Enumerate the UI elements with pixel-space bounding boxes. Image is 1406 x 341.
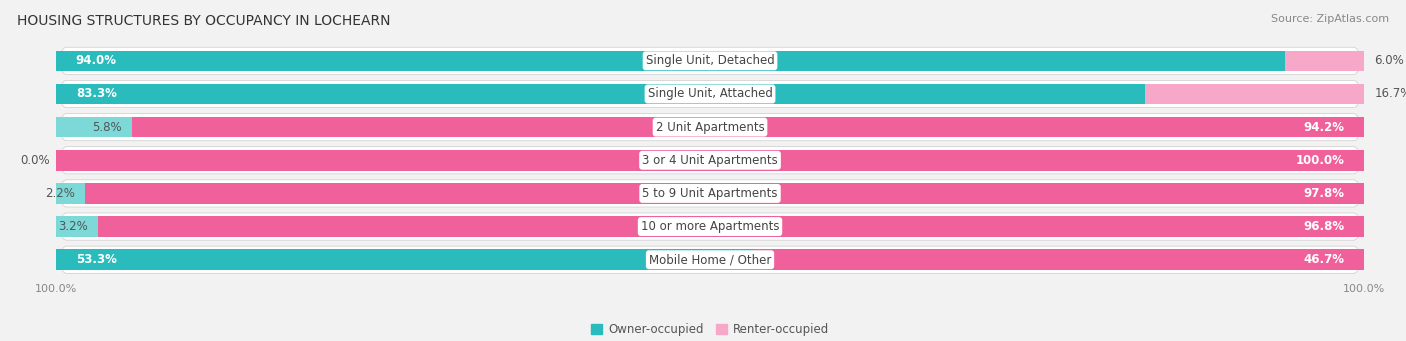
Text: 2 Unit Apartments: 2 Unit Apartments — [655, 121, 765, 134]
Text: Single Unit, Detached: Single Unit, Detached — [645, 54, 775, 67]
Text: 3.2%: 3.2% — [58, 220, 87, 233]
FancyBboxPatch shape — [60, 213, 1360, 240]
Text: 94.0%: 94.0% — [76, 54, 117, 67]
FancyBboxPatch shape — [60, 80, 1360, 107]
Text: 94.2%: 94.2% — [1303, 121, 1344, 134]
Text: 83.3%: 83.3% — [76, 87, 117, 101]
Text: Single Unit, Attached: Single Unit, Attached — [648, 87, 772, 101]
Text: Mobile Home / Other: Mobile Home / Other — [648, 253, 772, 266]
Text: HOUSING STRUCTURES BY OCCUPANCY IN LOCHEARN: HOUSING STRUCTURES BY OCCUPANCY IN LOCHE… — [17, 14, 391, 28]
Text: 5.8%: 5.8% — [91, 121, 122, 134]
Legend: Owner-occupied, Renter-occupied: Owner-occupied, Renter-occupied — [586, 318, 834, 341]
Bar — [56, 84, 1146, 104]
Text: 100.0%: 100.0% — [1295, 154, 1344, 167]
Bar — [132, 117, 1364, 137]
Text: 5 to 9 Unit Apartments: 5 to 9 Unit Apartments — [643, 187, 778, 200]
Bar — [56, 183, 84, 204]
Bar — [56, 50, 1285, 71]
Bar — [1285, 50, 1364, 71]
Bar — [1146, 84, 1364, 104]
Bar — [754, 250, 1364, 270]
Text: 96.8%: 96.8% — [1303, 220, 1344, 233]
FancyBboxPatch shape — [60, 147, 1360, 174]
Bar — [56, 150, 1364, 170]
Text: 3 or 4 Unit Apartments: 3 or 4 Unit Apartments — [643, 154, 778, 167]
Bar — [98, 216, 1364, 237]
Text: 0.0%: 0.0% — [20, 154, 49, 167]
FancyBboxPatch shape — [60, 47, 1360, 74]
Text: 16.7%: 16.7% — [1374, 87, 1406, 101]
Bar — [56, 250, 754, 270]
FancyBboxPatch shape — [60, 180, 1360, 207]
FancyBboxPatch shape — [60, 114, 1360, 141]
Text: Source: ZipAtlas.com: Source: ZipAtlas.com — [1271, 14, 1389, 24]
Bar — [56, 117, 132, 137]
FancyBboxPatch shape — [60, 246, 1360, 273]
Text: 6.0%: 6.0% — [1374, 54, 1405, 67]
Text: 97.8%: 97.8% — [1303, 187, 1344, 200]
Text: 53.3%: 53.3% — [76, 253, 117, 266]
Bar — [56, 216, 98, 237]
Bar — [84, 183, 1364, 204]
Text: 2.2%: 2.2% — [45, 187, 75, 200]
Text: 10 or more Apartments: 10 or more Apartments — [641, 220, 779, 233]
Text: 46.7%: 46.7% — [1303, 253, 1344, 266]
